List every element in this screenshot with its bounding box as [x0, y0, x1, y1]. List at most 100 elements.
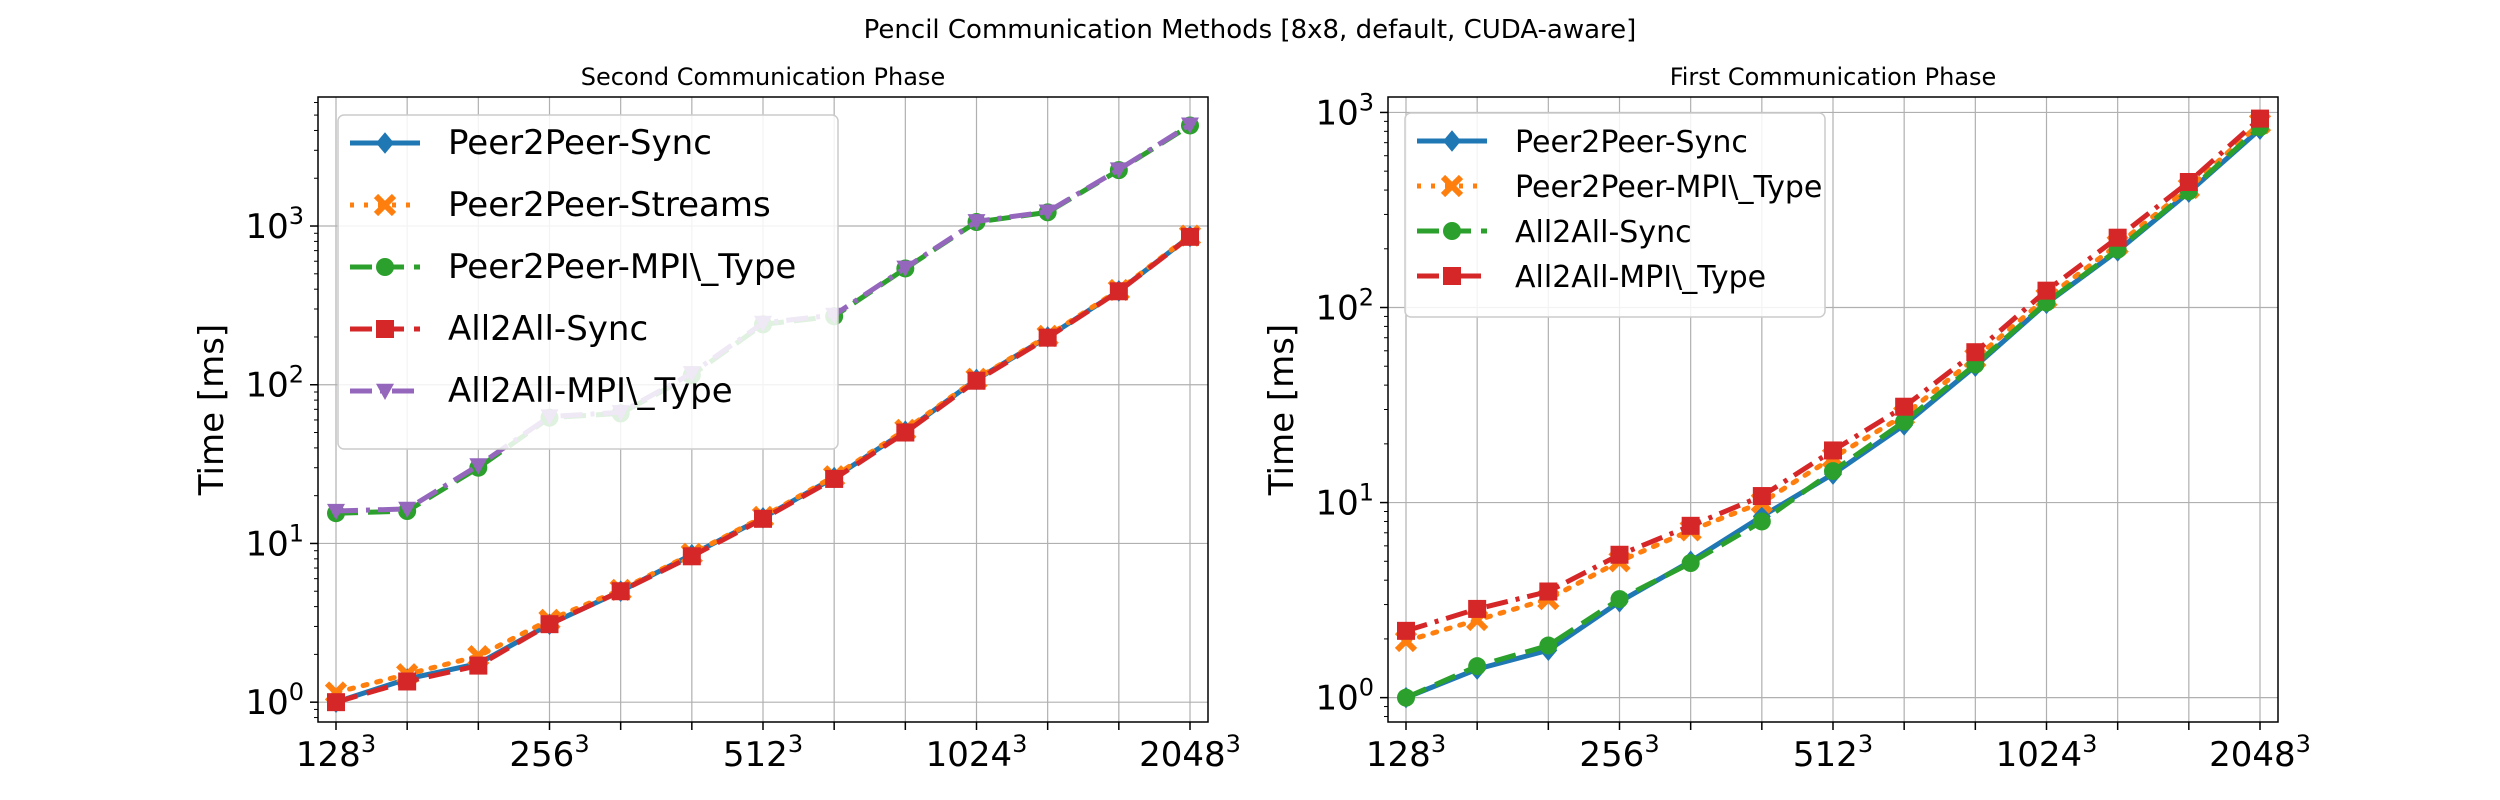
data-point [1752, 487, 1771, 506]
data-point [611, 582, 630, 601]
legend-box [1404, 112, 1826, 318]
data-point [1966, 343, 1985, 362]
y-tick-label: 101 [1315, 479, 1374, 524]
legend-label: All2All-Sync [448, 309, 648, 349]
legend-marker [373, 193, 397, 217]
y-tick-label: 103 [1315, 88, 1374, 133]
legend-marker [376, 320, 394, 338]
data-point [469, 656, 488, 675]
legend-marker [376, 383, 394, 400]
legend-item: Peer2Peer-MPI\_Type [350, 247, 796, 287]
legend-marker [1443, 130, 1461, 152]
legend-item: Peer2Peer-Streams [350, 185, 771, 225]
chart-panel-1: 100 101 102 103 1283 2563 5123 10243 20483 Second… [192, 63, 1241, 775]
data-point [1824, 441, 1842, 460]
x-tick-label: 5123 [723, 730, 803, 775]
legend-marker [1440, 174, 1464, 198]
data-point [1397, 621, 1415, 640]
data-point [1468, 657, 1487, 676]
data-point [1109, 282, 1128, 301]
data-point [1181, 117, 1199, 134]
data-point [1681, 553, 1700, 572]
x-tick-label: 10243 [1996, 730, 2098, 775]
legend-label: Peer2Peer-Sync [448, 123, 712, 163]
data-point [327, 693, 345, 712]
legend-item: All2All-Sync [350, 309, 648, 349]
data-point [398, 501, 417, 518]
series-all2all-sync [327, 227, 1199, 712]
data-point [754, 509, 772, 528]
legend-label: All2All-Sync [1515, 215, 1692, 250]
data-point [469, 458, 488, 475]
legend: Peer2Peer-Sync Peer2Peer-MPI\_Type All2All… [1404, 112, 1826, 318]
y-tick-label: 102 [1315, 284, 1374, 329]
data-point [967, 371, 986, 390]
y-axis-label: Time [ms] [1262, 324, 1302, 496]
x-tick-label: 1283 [1366, 730, 1446, 775]
data-point [540, 615, 559, 634]
x-tick-label: 20483 [1139, 730, 1241, 775]
data-point [967, 214, 986, 231]
chart-title: First Communication Phase [1670, 63, 1997, 91]
legend-item: All2All-MPI\_Type [350, 371, 733, 411]
x-tick-label: 10243 [926, 730, 1028, 775]
chart-title: Second Communication Phase [581, 63, 945, 91]
x-tick-label: 2563 [1579, 730, 1659, 775]
data-point [896, 260, 915, 277]
data-point [1824, 462, 1842, 481]
chart-panel-2: 100 101 102 103 1283 2563 5123 10243 20483 First … [1262, 63, 2311, 775]
legend-label: Peer2Peer-MPI\_Type [1515, 170, 1822, 205]
y-tick-label: 102 [245, 361, 304, 406]
legend-label: All2All-MPI\_Type [448, 371, 733, 411]
x-tick-label: 20483 [2209, 730, 2311, 775]
legend-label: Peer2Peer-Sync [1515, 125, 1748, 160]
figure-title: Pencil Communication Methods [8x8, defau… [864, 15, 1637, 45]
data-point [1038, 204, 1057, 221]
data-point [1539, 636, 1558, 655]
data-point [825, 469, 844, 488]
y-tick-label: 100 [1315, 674, 1374, 719]
legend-marker [1443, 267, 1461, 285]
y-axis-label: Time [ms] [192, 324, 232, 496]
data-point [1895, 397, 1914, 416]
data-point [1038, 328, 1057, 347]
x-tick-label: 5123 [1793, 730, 1873, 775]
legend-marker [376, 132, 394, 154]
y-tick-label: 103 [245, 202, 304, 247]
legend-item: Peer2Peer-MPI\_Type [1417, 170, 1822, 205]
legend-marker [1443, 222, 1461, 240]
data-point [1895, 412, 1914, 431]
x-tick-label: 2563 [509, 730, 589, 775]
legend-label: Peer2Peer-Streams [448, 185, 771, 225]
data-point [1681, 516, 1700, 535]
legend-item: All2All-MPI\_Type [1417, 260, 1766, 295]
legend-box [337, 114, 839, 450]
data-point [1109, 162, 1128, 179]
data-point [398, 672, 417, 691]
legend-label: Peer2Peer-MPI\_Type [448, 247, 796, 287]
data-point [1539, 582, 1558, 601]
data-point [1468, 599, 1487, 618]
data-point [1610, 590, 1629, 609]
y-tick-label: 101 [245, 519, 304, 564]
data-point [1397, 688, 1415, 707]
legend-item: All2All-Sync [1417, 215, 1692, 250]
data-point [1610, 545, 1629, 564]
legend-marker [376, 258, 394, 276]
data-point [682, 547, 701, 566]
data-point [2108, 228, 2127, 247]
data-point [2179, 172, 2198, 191]
legend-label: All2All-MPI\_Type [1515, 260, 1766, 295]
legend-item: Peer2Peer-Sync [350, 123, 712, 163]
x-tick-label: 1283 [296, 730, 376, 775]
legend: Peer2Peer-Sync Peer2Peer-Streams Peer2Peer… [337, 114, 839, 450]
data-point [1181, 227, 1199, 246]
data-point [896, 423, 915, 442]
data-point [1752, 512, 1771, 531]
data-point [327, 503, 345, 521]
data-point [2251, 109, 2269, 128]
data-point [2037, 281, 2056, 300]
series-all2all-mpi-type [1397, 109, 2269, 640]
y-tick-label: 100 [245, 678, 304, 723]
